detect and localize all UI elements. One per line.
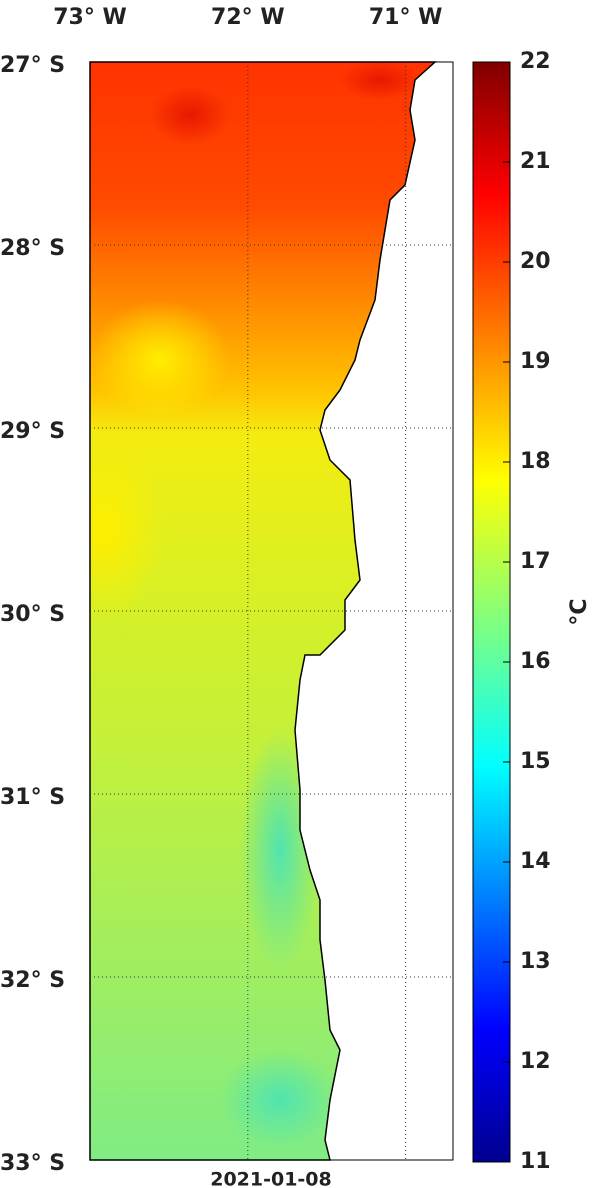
colorbar — [472, 61, 511, 1163]
colorbar-tick-label: 11 — [520, 1149, 551, 1174]
lon-tick-label: 71° W — [369, 5, 443, 30]
lon-tick-label: 72° W — [211, 5, 285, 30]
colorbar-tick-label: 14 — [520, 849, 551, 874]
colorbar-tick-label: 15 — [520, 749, 551, 774]
colorbar-tick-label: 18 — [520, 449, 551, 474]
colorbar-tick-label: 13 — [520, 949, 551, 974]
sst-field — [90, 62, 435, 1160]
lat-tick-label: 33° S — [0, 1151, 65, 1176]
lat-tick-label: 30° S — [0, 602, 65, 627]
date-label: 2021-01-08 — [210, 1169, 332, 1188]
colorbar-tick-label: 19 — [520, 349, 551, 374]
colorbar-label: °C — [567, 598, 592, 625]
lat-tick-label: 31° S — [0, 785, 65, 810]
colorbar-tick-label: 21 — [520, 149, 551, 174]
colorbar-tick-label: 22 — [520, 49, 551, 74]
colorbar-tick-label: 20 — [520, 249, 551, 274]
colorbar-tick-label: 17 — [520, 549, 551, 574]
colorbar-tick-label: 12 — [520, 1049, 551, 1074]
lat-tick-label: 29° S — [0, 419, 65, 444]
colorbar-tick-label: 16 — [520, 649, 551, 674]
lon-tick-label: 73° W — [53, 5, 127, 30]
lat-tick-label: 28° S — [0, 236, 65, 261]
lat-tick-label: 32° S — [0, 968, 65, 993]
lat-tick-label: 27° S — [0, 53, 65, 78]
